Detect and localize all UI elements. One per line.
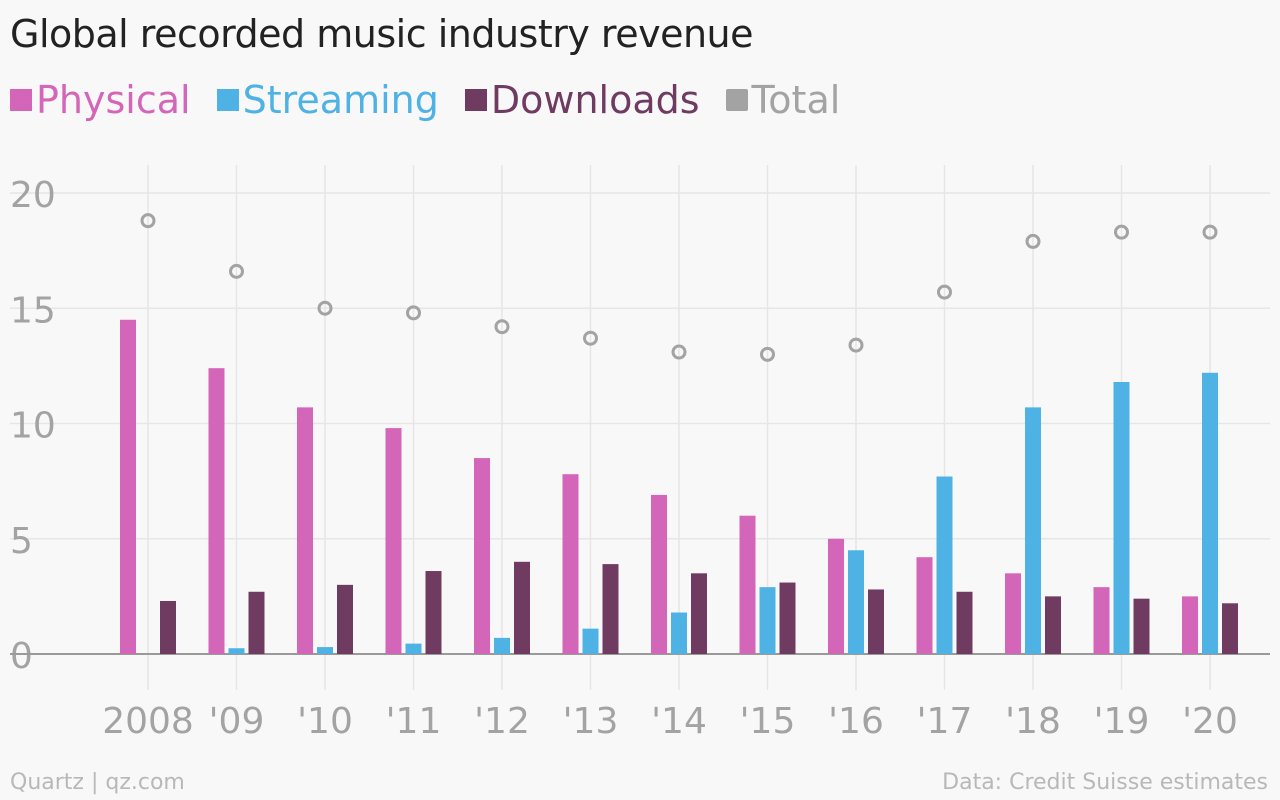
chart-title: Global recorded music industry revenue: [10, 12, 754, 56]
bar-downloads: [602, 564, 619, 654]
legend-item-total: Total: [725, 78, 841, 122]
x-tick-label: '17: [917, 701, 973, 742]
point-total: [229, 263, 244, 279]
bar-physical: [916, 557, 933, 654]
x-tick-label: '11: [386, 701, 442, 742]
point-total: [1202, 224, 1218, 240]
point-total: [317, 300, 333, 316]
point-total: [140, 213, 156, 229]
bar-downloads: [1222, 603, 1238, 654]
point-total: [583, 330, 598, 346]
bar-streaming: [228, 648, 245, 654]
bar-downloads: [160, 600, 176, 654]
legend-item-physical: Physical: [10, 78, 191, 122]
bar-downloads: [691, 573, 707, 654]
x-tick-label: '16: [828, 701, 884, 742]
legend-swatch-physical: [10, 89, 32, 111]
bar-streaming: [582, 628, 599, 654]
bar-physical: [474, 458, 490, 654]
point-total: [1114, 224, 1129, 240]
point-total: [848, 337, 864, 353]
x-tick-label: '20: [1182, 701, 1238, 742]
bar-streaming: [671, 612, 687, 654]
bar-physical: [828, 538, 844, 654]
legend-item-downloads: Downloads: [464, 78, 700, 122]
legend-item-streaming: Streaming: [216, 78, 439, 122]
y-tick-label: 0: [10, 636, 33, 677]
x-tick-label: '15: [740, 701, 796, 742]
bar-physical: [297, 407, 313, 654]
footer-source-right: Data: Credit Suisse estimates: [942, 770, 1268, 795]
y-tick-label: 20: [10, 175, 56, 216]
bar-physical: [651, 494, 667, 654]
y-tick-label: 15: [10, 290, 56, 331]
bar-downloads: [868, 589, 884, 654]
legend-label-streaming: Streaming: [242, 78, 439, 122]
bar-physical: [120, 319, 136, 654]
bar-streaming: [317, 647, 333, 654]
bar-streaming: [1025, 407, 1041, 654]
legend-swatch-streaming: [216, 89, 239, 111]
y-tick-label: 10: [10, 406, 56, 447]
footer-source-left: Quartz | qz.com: [10, 770, 185, 795]
bar-downloads: [1133, 598, 1150, 654]
bar-streaming: [936, 476, 953, 654]
legend-label-total: Total: [751, 78, 841, 122]
point-total: [406, 305, 421, 321]
point-total: [671, 344, 687, 360]
bar-downloads: [248, 591, 265, 654]
bar-physical: [562, 474, 579, 654]
x-tick-label: '12: [474, 701, 530, 742]
bar-physical: [1093, 587, 1110, 654]
legend-label-downloads: Downloads: [490, 78, 700, 122]
bar-streaming: [494, 637, 510, 654]
legend-swatch-total: [725, 89, 748, 111]
x-tick-label: '13: [563, 701, 619, 742]
x-tick-label: '10: [297, 701, 353, 742]
bar-streaming: [848, 550, 864, 654]
point-total: [1025, 233, 1041, 249]
bar-physical: [1005, 573, 1021, 654]
bar-physical: [739, 515, 756, 654]
y-tick-label: 5: [10, 521, 33, 562]
bar-streaming: [1113, 382, 1130, 654]
bar-physical: [1182, 596, 1198, 654]
bar-physical: [385, 428, 402, 654]
point-total: [937, 284, 952, 300]
x-tick-label: '09: [209, 701, 265, 742]
bar-streaming: [759, 587, 776, 654]
bar-downloads: [1045, 596, 1061, 654]
legend-swatch-downloads: [464, 89, 487, 111]
bar-streaming: [1202, 372, 1218, 654]
bar-downloads: [425, 571, 442, 654]
bar-downloads: [514, 561, 530, 654]
point-total: [494, 319, 510, 335]
x-tick-label: '18: [1005, 701, 1061, 742]
bar-downloads: [956, 591, 973, 654]
x-tick-label: 2008: [102, 701, 194, 742]
x-tick-label: '19: [1094, 701, 1150, 742]
legend-label-physical: Physical: [36, 78, 191, 122]
point-total: [760, 346, 775, 362]
bar-downloads: [337, 584, 353, 654]
bar-physical: [208, 368, 225, 654]
legend: Physical Streaming Downloads Total: [10, 78, 840, 122]
bar-downloads: [779, 582, 796, 654]
x-tick-label: '14: [651, 701, 707, 742]
bar-streaming: [405, 643, 422, 654]
